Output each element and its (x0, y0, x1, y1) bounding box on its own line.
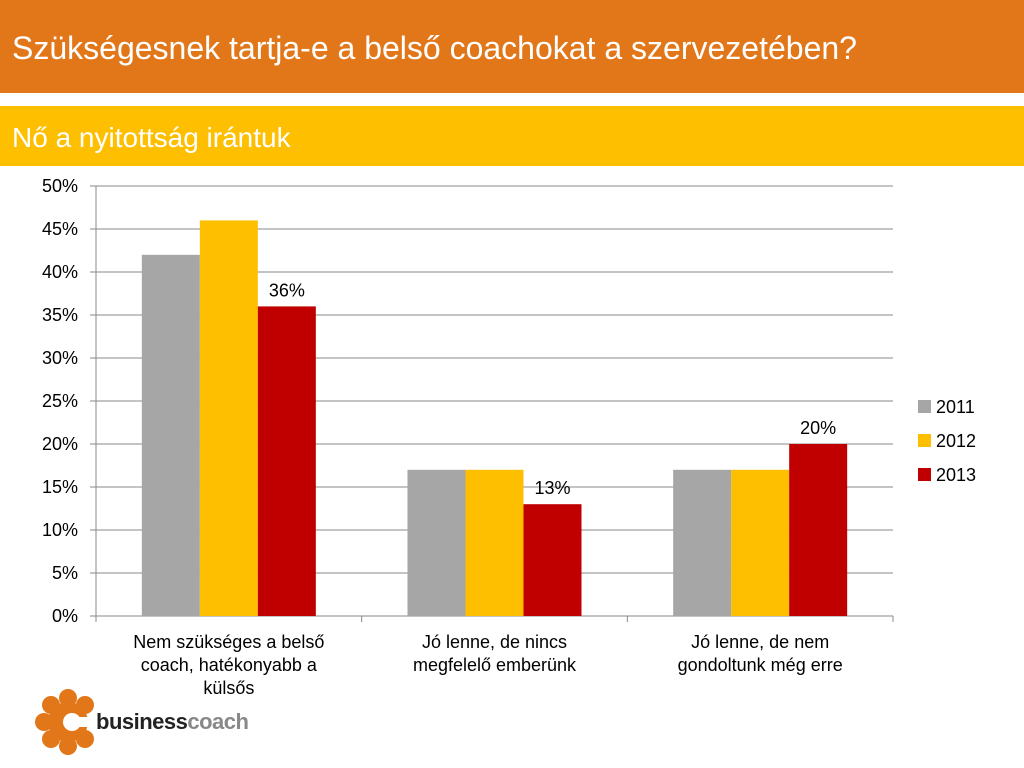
title-bar: Szükségesnek tartja-e a belső coachokat … (0, 0, 1024, 93)
x-category-label: külsős (203, 678, 254, 698)
logo-word-business: business (96, 709, 188, 734)
x-category-label: Jó lenne, de nem (691, 632, 829, 652)
bar-2012 (731, 469, 790, 616)
subtitle-bar: Nő a nyitottság irántuk (0, 106, 1024, 166)
x-category-label: Nem szükséges a belső (133, 632, 324, 652)
businesscoach-logo-icon (35, 689, 94, 755)
x-category-label: Jó lenne, de nincs (422, 632, 567, 652)
legend-label: 2011 (936, 397, 975, 417)
x-category-label: coach, hatékonyabb a (141, 655, 318, 675)
y-tick-label: 15% (42, 477, 78, 497)
x-category-label: megfelelő emberünk (413, 655, 577, 675)
bar-2011 (141, 254, 200, 617)
logo-word-coach: coach (187, 709, 249, 734)
y-tick-label: 45% (42, 219, 78, 239)
legend-swatch (918, 400, 931, 413)
y-tick-label: 50% (42, 176, 78, 196)
legend-swatch (918, 468, 931, 481)
bar-2013 (523, 504, 582, 616)
bar-2013 (257, 306, 316, 616)
slide-subtitle: Nő a nyitottság irántuk (12, 122, 291, 153)
y-tick-label: 0% (52, 606, 78, 626)
logo-wordmark: businesscoach (96, 709, 249, 735)
bar-2013 (789, 444, 848, 616)
y-tick-label: 10% (42, 520, 78, 540)
legend-label: 2013 (936, 465, 976, 485)
y-tick-label: 5% (52, 563, 78, 583)
data-label: 13% (534, 478, 570, 498)
data-label: 36% (269, 280, 305, 300)
y-tick-label: 30% (42, 348, 78, 368)
data-label: 20% (800, 418, 836, 438)
bar-2012 (465, 469, 524, 616)
y-tick-label: 35% (42, 305, 78, 325)
bar-2011 (407, 469, 466, 616)
legend-swatch (918, 434, 931, 447)
y-tick-label: 25% (42, 391, 78, 411)
slide-title: Szükségesnek tartja-e a belső coachokat … (12, 30, 857, 66)
bar-2012 (199, 220, 258, 616)
y-tick-label: 20% (42, 434, 78, 454)
y-tick-label: 40% (42, 262, 78, 282)
legend-label: 2012 (936, 431, 976, 451)
x-category-label: gondoltunk még erre (678, 655, 843, 675)
bar-2011 (673, 469, 732, 616)
